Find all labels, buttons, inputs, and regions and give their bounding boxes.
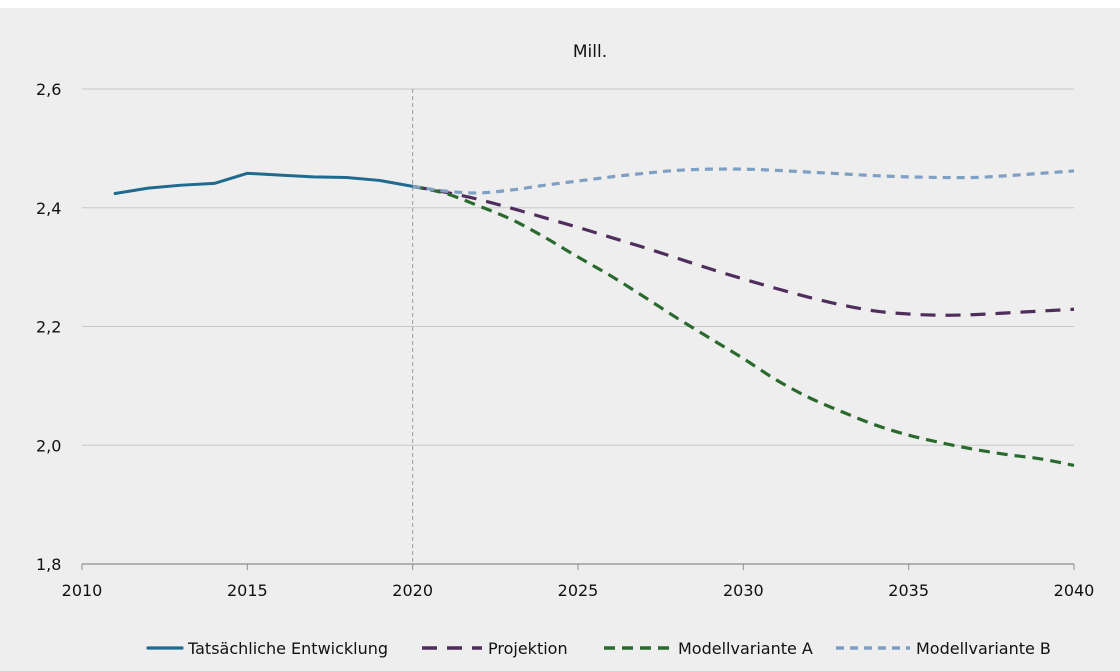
y-tick-label-2,6: 2,6 — [36, 80, 61, 99]
legend-label-2: Modellvariante A — [678, 639, 813, 658]
y-tick-label-2,2: 2,2 — [36, 318, 61, 337]
grid-layer — [82, 88, 1074, 446]
chart-panel — [0, 8, 1120, 671]
series-line-modellvariante-b — [412, 167, 1075, 195]
x-tick-label-2015: 2015 — [227, 581, 268, 600]
x-tick-label-2020: 2020 — [392, 581, 433, 600]
series-line-modellvariante-a — [412, 184, 1075, 468]
series-line-projektion — [412, 184, 1075, 317]
x-tick-label-2010: 2010 — [62, 581, 103, 600]
series-layer — [113, 167, 1075, 468]
axis-layer: 1,8 2,0 2,2 2,4 2,6 2010 2015 2020 2025 2030 2035 2… — [36, 80, 1094, 600]
legend-label-1: Projektion — [488, 639, 568, 658]
x-tick-label-2040: 2040 — [1054, 581, 1095, 600]
y-tick-label-1,8: 1,8 — [36, 555, 61, 574]
chart-title: Mill. — [573, 42, 607, 62]
y-tick-label-2,4: 2,4 — [36, 199, 61, 218]
x-tick-label-2035: 2035 — [888, 581, 929, 600]
y-tick-label-2,0: 2,0 — [36, 436, 61, 455]
x-tick-label-2030: 2030 — [723, 581, 764, 600]
legend: Tatsächliche Entwicklung Projektion Modell… — [146, 639, 1051, 658]
legend-label-0: Tatsächliche Entwicklung — [187, 639, 388, 658]
series-line-tats-chliche-entwicklung — [113, 171, 415, 195]
legend-label-3: Modellvariante B — [916, 639, 1051, 658]
x-tick-label-2025: 2025 — [558, 581, 599, 600]
